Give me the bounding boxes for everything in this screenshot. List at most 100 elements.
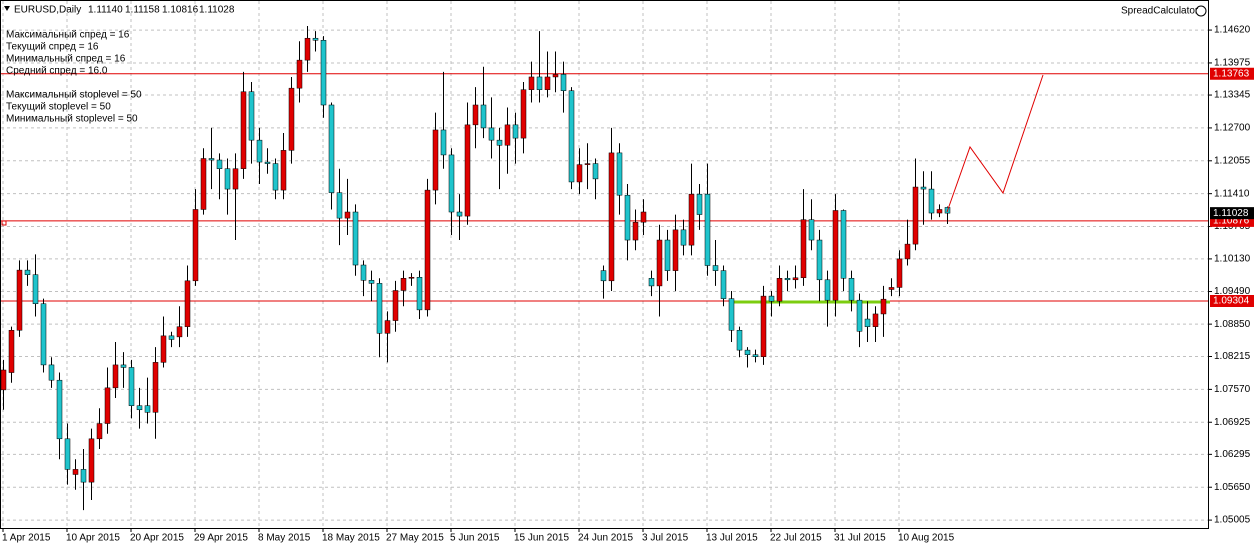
candle-body	[840, 210, 847, 279]
candle-body	[152, 362, 159, 413]
candle-body	[352, 211, 359, 266]
y-tick-label: 1.07570	[1214, 384, 1251, 395]
candle-body	[224, 168, 231, 190]
candle-body	[56, 379, 63, 440]
price-level-label: 1.10876	[1213, 216, 1250, 227]
indicator-line: Минимальный спред = 16	[6, 54, 126, 65]
candle-body	[664, 239, 671, 271]
candle-body	[24, 269, 31, 275]
plot-area	[0, 0, 1209, 529]
x-tick-label: 13 Jul 2015	[706, 533, 758, 544]
candle-body	[480, 104, 487, 129]
candle-body	[504, 124, 511, 146]
x-tick-label: 27 May 2015	[386, 533, 444, 544]
candle-body	[752, 354, 759, 358]
x-tick-label: 22 Jul 2015	[770, 533, 822, 544]
candle-body	[120, 364, 127, 368]
x-tick-label: 1 Apr 2015	[2, 533, 51, 544]
candle-body	[432, 129, 439, 191]
candle-body	[632, 221, 639, 241]
y-tick-label: 1.08215	[1214, 351, 1251, 362]
candle-body	[416, 277, 423, 311]
candle-body	[536, 76, 543, 90]
candle-body	[160, 335, 167, 363]
candle-body	[696, 193, 703, 215]
horizontal-lines	[1, 73, 1208, 302]
x-tick-label: 10 Apr 2015	[66, 533, 120, 544]
candle-body	[584, 163, 591, 165]
candle-body	[872, 313, 879, 327]
axes: 1.14620 1.13975 1.13345 1.12700 1.12055 1.114…	[2, 25, 1254, 544]
y-tick-label: 1.06295	[1214, 449, 1251, 460]
price-level-box	[1210, 67, 1254, 80]
candle-body	[448, 154, 455, 213]
candle-body	[808, 219, 815, 241]
candle-body	[16, 269, 23, 331]
x-tick-label: 18 May 2015	[322, 533, 380, 544]
y-tick-label: 1.09490	[1214, 286, 1251, 297]
candle-body	[88, 438, 95, 483]
menu-arrow[interactable]	[4, 6, 10, 11]
candle-body	[400, 278, 407, 291]
y-tick-label: 1.05650	[1214, 482, 1251, 493]
candle-body	[408, 277, 415, 279]
candle-body	[568, 90, 575, 183]
candle-body	[608, 152, 615, 282]
candle-body	[328, 104, 335, 193]
candle-body	[848, 278, 855, 301]
header-price: 1.11140	[88, 5, 123, 16]
indicator-line: Текущий спред = 16	[6, 42, 99, 53]
candle-body	[8, 330, 15, 373]
candle-body	[616, 152, 623, 196]
price-level-label: 1.09304	[1213, 296, 1250, 307]
candle-body	[304, 37, 311, 61]
candle-body	[712, 265, 719, 271]
y-tick-label: 1.14620	[1214, 25, 1251, 36]
indicator-line: Максимальный спред = 16	[6, 30, 130, 41]
candle-body	[440, 129, 447, 156]
candle-body	[624, 194, 631, 241]
candle-body	[592, 163, 599, 180]
indicator-line: Текущий stoplevel = 50	[6, 102, 111, 113]
x-tick-label: 24 Jun 2015	[578, 533, 633, 544]
candle-body	[888, 287, 895, 290]
current-price-label: 1.11028	[1213, 208, 1249, 219]
candle-body	[64, 438, 71, 470]
candle-body	[640, 211, 647, 223]
candle-body	[136, 405, 143, 411]
candle-body	[648, 278, 655, 287]
current-price-box	[1210, 207, 1254, 220]
candle-body	[376, 283, 383, 334]
candle-body	[544, 76, 551, 90]
candle-body	[32, 274, 39, 305]
candle-body	[920, 186, 927, 190]
indicator-line: Максимальный stoplevel = 50	[6, 90, 142, 101]
candle-body	[672, 229, 679, 271]
price-level-label: 1.13763	[1213, 68, 1250, 79]
candle-body	[424, 189, 431, 311]
candle-body	[824, 279, 831, 301]
y-tick-label: 1.13975	[1214, 58, 1251, 69]
candle-body	[488, 127, 495, 141]
candle-body	[312, 37, 319, 41]
x-tick-label: 10 Aug 2015	[898, 533, 955, 544]
candle-body	[880, 298, 887, 315]
candle-body	[768, 295, 775, 302]
x-tick-label: 8 May 2015	[258, 533, 311, 544]
candle-body	[912, 186, 919, 245]
x-tick-label: 31 Jul 2015	[834, 533, 886, 544]
y-tick-label: 1.06925	[1214, 417, 1251, 428]
candle-body	[600, 270, 607, 282]
candle-body	[776, 278, 783, 302]
candle-body	[40, 303, 47, 366]
x-tick-label: 5 Jun 2015	[450, 533, 500, 544]
candle-body	[688, 193, 695, 246]
candle-body	[112, 364, 119, 389]
indicator-icon	[1195, 5, 1207, 17]
y-tick-label: 1.05005	[1214, 515, 1251, 526]
candle-body	[168, 335, 175, 340]
candle-body	[896, 258, 903, 288]
indicator-line: Минимальный stoplevel = 50	[6, 114, 138, 125]
